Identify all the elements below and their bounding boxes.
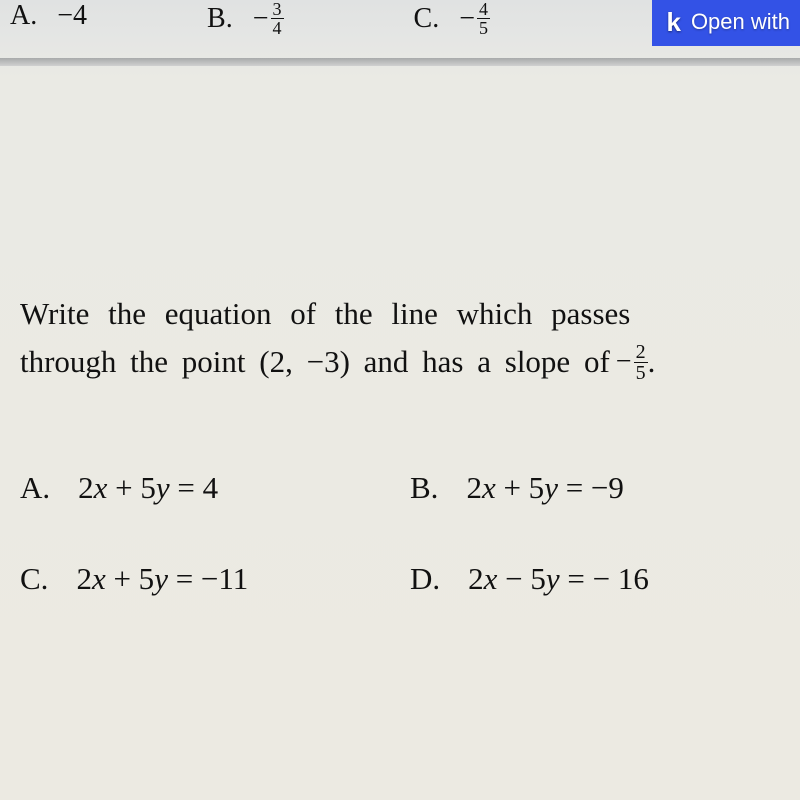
eq-y: y <box>544 470 558 505</box>
answer-equation: 2x + 5y = 4 <box>78 470 218 506</box>
question-line-2-text: through the point (2, −3) and has a slop… <box>20 338 610 386</box>
prev-option-c: C. − 4 5 <box>414 0 490 37</box>
answer-letter: C. <box>20 561 48 597</box>
eq-post: = −9 <box>558 470 624 505</box>
eq-mid: − 5 <box>497 561 545 596</box>
answer-b: B. 2x + 5y = −9 <box>410 470 780 506</box>
eq-x: x <box>94 470 108 505</box>
k-logo-icon: k <box>666 7 680 38</box>
eq-mid: + 5 <box>107 470 155 505</box>
eq-x: x <box>482 470 496 505</box>
previous-question-options: A. −4 B. − 3 4 C. − 4 5 k <box>0 0 800 50</box>
option-value: − 3 4 <box>253 0 284 37</box>
eq-post: = −11 <box>168 561 248 596</box>
eq-coef: 2 <box>466 470 482 505</box>
numerator: 2 <box>634 342 648 363</box>
option-letter: B. <box>207 3 233 35</box>
option-letter: C. <box>414 3 440 35</box>
answer-letter: B. <box>410 470 438 506</box>
eq-x: x <box>484 561 498 596</box>
eq-post: = − 16 <box>560 561 649 596</box>
question-line-1: Write the equation of the line which pas… <box>20 290 780 338</box>
denominator: 5 <box>634 363 648 383</box>
fraction: 4 5 <box>477 0 490 37</box>
eq-y: y <box>546 561 560 596</box>
eq-coef: 2 <box>78 470 94 505</box>
eq-mid: + 5 <box>496 470 544 505</box>
prev-option-a: A. −4 <box>10 0 87 32</box>
minus-sign: − <box>616 340 632 383</box>
eq-y: y <box>156 470 170 505</box>
eq-y: y <box>154 561 168 596</box>
eq-coef: 2 <box>468 561 484 596</box>
eq-coef: 2 <box>76 561 92 596</box>
numerator: 3 <box>271 0 284 19</box>
answer-equation: 2x + 5y = −9 <box>466 470 623 506</box>
fraction: 2 5 <box>634 342 648 383</box>
minus-sign: − <box>459 3 475 35</box>
question-period: . <box>648 338 656 386</box>
answer-letter: A. <box>20 470 50 506</box>
horizontal-divider <box>0 58 800 66</box>
option-letter: A. <box>10 0 37 32</box>
question-text: Write the equation of the line which pas… <box>20 290 780 386</box>
open-with-label: Open with <box>691 9 790 35</box>
open-with-button[interactable]: k Open with <box>652 0 800 46</box>
prev-option-b: B. − 3 4 <box>207 0 283 37</box>
answer-grid: A. 2x + 5y = 4 B. 2x + 5y = −9 C. 2x + 5… <box>20 470 780 597</box>
minus-sign: − <box>253 3 269 35</box>
eq-mid: + 5 <box>106 561 154 596</box>
fraction: 3 4 <box>271 0 284 37</box>
question-fraction: − 2 5 <box>616 340 648 383</box>
denominator: 4 <box>271 19 284 37</box>
page-root: A. −4 B. − 3 4 C. − 4 5 k <box>0 0 800 800</box>
option-value: −4 <box>57 0 87 32</box>
question-line-2: through the point (2, −3) and has a slop… <box>20 338 780 386</box>
denominator: 5 <box>477 19 490 37</box>
answer-d: D. 2x − 5y = − 16 <box>410 561 780 597</box>
eq-post: = 4 <box>170 470 218 505</box>
option-value: − 4 5 <box>459 0 490 37</box>
answer-c: C. 2x + 5y = −11 <box>20 561 390 597</box>
numerator: 4 <box>477 0 490 19</box>
answer-equation: 2x + 5y = −11 <box>76 561 248 597</box>
eq-x: x <box>92 561 106 596</box>
answer-letter: D. <box>410 561 440 597</box>
answer-equation: 2x − 5y = − 16 <box>468 561 649 597</box>
answer-a: A. 2x + 5y = 4 <box>20 470 390 506</box>
